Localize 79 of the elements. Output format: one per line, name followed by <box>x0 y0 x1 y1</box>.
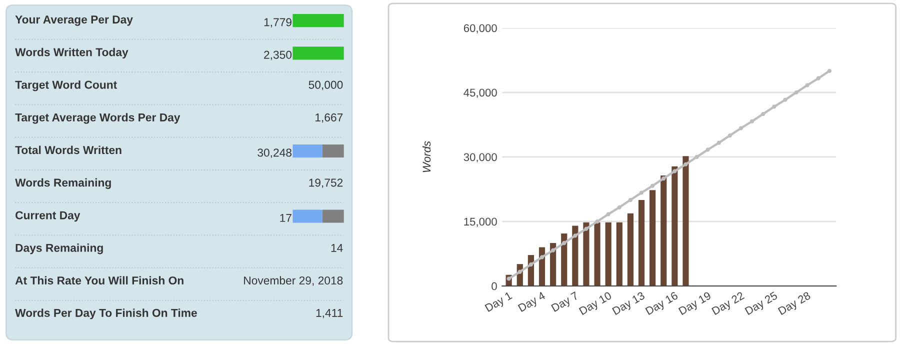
y-tick-label: 45,000 <box>464 88 497 98</box>
x-tick-label: Day 13 <box>612 291 646 317</box>
category-label: Days Remaining <box>16 244 103 254</box>
point <box>716 140 721 145</box>
point <box>827 68 832 74</box>
point <box>650 184 655 188</box>
text: 17 <box>280 214 292 222</box>
bar <box>583 222 590 286</box>
category-label: At This Rate You Will Finish On <box>15 276 184 285</box>
bar <box>682 156 689 286</box>
category-label: Words Per Day To Finish On Time <box>15 308 197 320</box>
bar <box>660 175 667 286</box>
point <box>750 119 754 124</box>
bar <box>672 166 678 286</box>
y-tick-label: 15,000 <box>464 218 497 227</box>
point <box>584 226 588 231</box>
point <box>595 219 600 224</box>
y-tick-label: 60,000 <box>464 24 497 34</box>
point <box>518 270 522 274</box>
category-label: Current Day <box>16 211 80 222</box>
point <box>728 133 732 138</box>
point <box>528 262 534 267</box>
x-tick-label: Day 28 <box>778 291 812 317</box>
point <box>639 190 644 195</box>
category-label: Total Words Written <box>15 146 122 154</box>
x-tick-label: Day 7 <box>551 292 580 314</box>
y-tick-label: 0 <box>492 282 497 290</box>
category-label: Words Remaining <box>15 178 111 189</box>
x-tick-label: Day 19 <box>678 291 713 317</box>
point <box>738 126 744 130</box>
bar <box>627 213 634 286</box>
bar <box>550 242 556 286</box>
text: 50,000 <box>308 80 343 90</box>
point <box>628 198 633 202</box>
x-tick-label: Day 10 <box>578 291 614 317</box>
point <box>772 104 776 109</box>
bar <box>605 222 612 286</box>
point <box>783 98 788 102</box>
text: 1,411 <box>316 308 343 318</box>
x-tick-label: Day 16 <box>645 291 680 317</box>
text: November 29, 2018 <box>244 276 343 286</box>
point <box>816 76 820 80</box>
bar <box>638 200 645 286</box>
category-label: Target Word Count <box>15 80 117 92</box>
y-axis-title: Words <box>422 141 431 172</box>
bar <box>572 226 578 286</box>
text: 2,350 <box>264 50 292 60</box>
x-tick-label: Day 1 <box>484 291 514 314</box>
bar <box>594 222 600 286</box>
text: 14 <box>331 244 343 252</box>
bar <box>561 234 568 286</box>
category-label: Your Average Per Day <box>15 16 133 26</box>
point <box>672 169 677 174</box>
point <box>694 154 699 160</box>
point <box>706 148 710 152</box>
point <box>761 112 766 116</box>
point <box>617 205 622 210</box>
x-tick-label: Day 4 <box>518 291 547 314</box>
bar <box>538 247 546 286</box>
bar <box>650 190 656 286</box>
x-tick-label: Day 25 <box>744 291 779 317</box>
point <box>550 248 556 252</box>
y-tick-label: 30,000 <box>464 153 497 162</box>
point <box>805 83 810 88</box>
text: 19,752 <box>309 178 343 188</box>
point <box>562 240 566 246</box>
category-label: Target Average Words Per Day <box>15 113 180 124</box>
bar <box>616 222 622 286</box>
text: 1,667 <box>316 113 343 123</box>
point <box>540 255 544 260</box>
text: 30,248 <box>258 148 292 158</box>
x-tick-label: Day 22 <box>711 291 746 317</box>
point <box>794 90 798 95</box>
point <box>606 212 610 216</box>
point <box>684 162 688 166</box>
text: 1,779 <box>264 18 292 28</box>
point <box>662 176 666 181</box>
category-label: Words Written Today <box>15 48 128 58</box>
point <box>573 234 578 238</box>
